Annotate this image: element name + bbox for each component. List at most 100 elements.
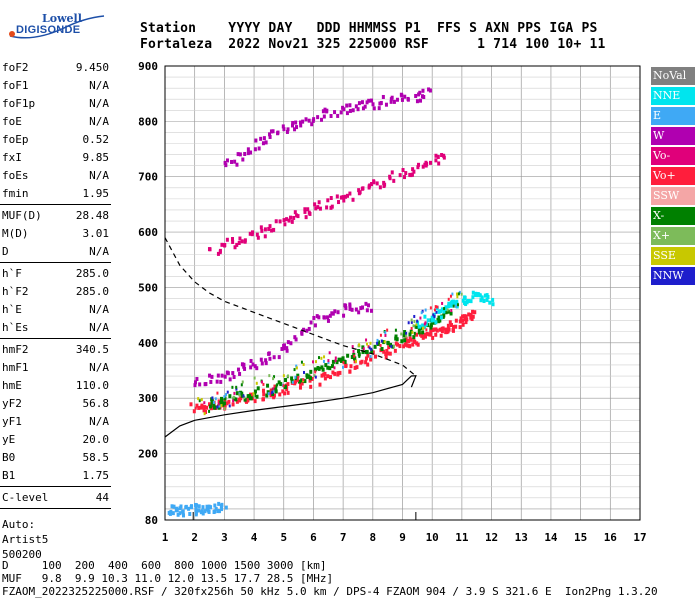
echo-point <box>415 341 419 346</box>
param-name: foF2 <box>2 61 29 74</box>
echo-point <box>389 99 393 104</box>
echo-point <box>337 200 341 205</box>
echo-point <box>295 125 299 130</box>
x-tick-label: 17 <box>633 531 646 544</box>
echo-point <box>394 336 398 341</box>
echo-point <box>415 99 419 104</box>
param-value: N/A <box>89 361 109 374</box>
param-row: h`F2 285.0 <box>0 283 111 301</box>
echo-point <box>208 404 212 409</box>
param-value: 3.01 <box>82 227 110 240</box>
param-name: foEs <box>2 169 29 182</box>
echo-point <box>419 98 423 103</box>
echo-point <box>434 305 437 309</box>
echo-point <box>366 303 370 308</box>
param-row: M(D) 3.01 <box>0 225 111 243</box>
echo-point <box>398 173 402 178</box>
echo-point <box>409 337 413 342</box>
echo-point <box>366 362 370 367</box>
echo-point <box>469 299 473 304</box>
echo-point <box>358 190 362 195</box>
echo-point <box>312 360 315 364</box>
echo-point <box>345 111 349 116</box>
param-value: 110.0 <box>75 379 109 392</box>
echo-point <box>431 335 435 340</box>
echo-point <box>446 308 449 312</box>
echo-point <box>407 339 411 344</box>
echo-point <box>240 239 244 244</box>
param-row: h`E N/A <box>0 301 111 319</box>
param-name: B1 <box>2 469 16 482</box>
echo-point <box>317 200 321 205</box>
echo-point <box>373 354 377 359</box>
echo-point <box>201 511 205 516</box>
echo-point <box>307 210 311 215</box>
echo-point <box>314 206 318 211</box>
echo-point <box>456 292 459 296</box>
echo-point <box>300 331 304 336</box>
echo-point <box>417 326 421 331</box>
echo-point <box>393 348 397 353</box>
echo-point <box>314 370 317 374</box>
param-separator <box>0 508 111 509</box>
echo-point <box>323 376 327 381</box>
echo-point <box>333 309 337 314</box>
echo-point <box>269 393 273 398</box>
echo-point <box>243 151 247 156</box>
echo-point <box>268 356 272 361</box>
echo-point <box>219 400 223 405</box>
echo-point <box>193 383 197 388</box>
echo-point <box>329 114 333 119</box>
echo-point <box>243 396 246 400</box>
param-name: yE <box>2 433 16 446</box>
echo-point <box>446 323 450 328</box>
echo-point <box>432 318 436 323</box>
echo-point <box>232 395 235 399</box>
echo-point <box>243 239 247 244</box>
echo-point <box>240 383 243 387</box>
param-row: B1 1.75 <box>0 467 111 485</box>
echo-point <box>220 404 223 408</box>
echo-point <box>231 402 235 407</box>
echo-point <box>195 377 199 382</box>
param-name: B0 <box>2 451 16 464</box>
echo-point <box>260 228 264 233</box>
echo-point <box>289 341 293 346</box>
param-value: N/A <box>89 97 109 110</box>
echo-point <box>260 380 263 384</box>
echo-point <box>469 312 473 317</box>
echo-point <box>212 403 216 408</box>
x-tick-label: 10 <box>426 531 439 544</box>
echo-point <box>369 308 373 313</box>
autoscale-note: Auto: <box>2 518 36 531</box>
echo-point <box>263 227 267 232</box>
echo-point <box>460 292 463 296</box>
echo-point <box>260 361 264 366</box>
echo-point <box>379 100 383 105</box>
echo-point <box>189 402 193 407</box>
echo-point <box>440 326 444 331</box>
x-tick-label: 9 <box>399 531 406 544</box>
x-tick-label: 13 <box>515 531 528 544</box>
echo-point <box>277 355 281 360</box>
echo-point <box>284 378 288 383</box>
legend-item: Vo- <box>651 147 695 165</box>
echo-point <box>429 323 433 328</box>
echo-point <box>221 402 225 407</box>
echo-point <box>293 368 296 372</box>
echo-point <box>356 107 360 112</box>
echo-point <box>386 341 390 346</box>
echo-point <box>225 158 229 163</box>
echo-point <box>360 100 364 105</box>
echo-point <box>295 366 298 370</box>
echo-point <box>364 301 368 306</box>
echo-point <box>339 110 343 115</box>
echo-point <box>291 380 294 384</box>
echo-point <box>217 402 220 406</box>
echo-point <box>360 186 364 191</box>
echo-point <box>405 334 408 338</box>
echo-point <box>188 511 192 516</box>
echo-point <box>432 327 436 332</box>
y-tick-label: 80 <box>145 514 158 527</box>
echo-point <box>220 502 224 507</box>
